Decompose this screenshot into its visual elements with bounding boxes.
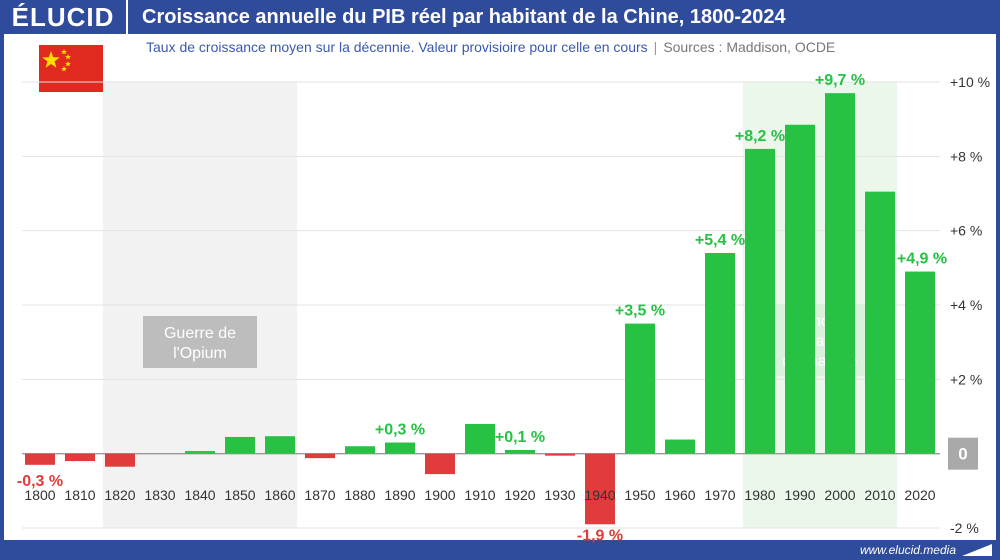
x-tick-label: 1960 <box>664 487 695 503</box>
footer-url[interactable]: www.elucid.media <box>859 543 956 557</box>
annotation-box <box>766 304 874 376</box>
y-tick-label: +2 % <box>950 371 982 387</box>
x-tick-label: 1900 <box>424 487 455 503</box>
bar-1910 <box>465 423 495 454</box>
annotation-box <box>143 316 257 368</box>
data-label-1950: +3,5 % <box>615 303 665 320</box>
zero-label-box <box>948 437 978 470</box>
chart-title: Croissance annuelle du PIB réel par habi… <box>142 5 786 28</box>
x-tick-label: 1810 <box>64 487 95 503</box>
bar-2000 <box>825 93 855 454</box>
x-tick-label: 1860 <box>264 487 295 503</box>
footer: www.elucid.media <box>0 540 1000 560</box>
x-tick-label: 1980 <box>744 487 775 503</box>
bar-1860 <box>265 436 295 454</box>
elucid-mark-icon <box>962 544 992 556</box>
data-label-1980: +8,2 % <box>735 128 785 145</box>
bar-1970 <box>705 252 735 454</box>
y-tick-label: +6 % <box>950 223 982 239</box>
x-tick-label: 1880 <box>344 487 375 503</box>
x-tick-label: 1920 <box>504 487 535 503</box>
x-tick-label: 1800 <box>24 487 55 503</box>
china-flag-stars <box>42 49 71 72</box>
x-tick-label: 1870 <box>304 487 335 503</box>
y-tick-label-zero: 0 <box>958 445 967 464</box>
bar-1930 <box>545 453 575 456</box>
data-label-1940: -1,9 % <box>577 527 623 544</box>
x-tick-label: 1910 <box>464 487 495 503</box>
bar-1960 <box>665 439 695 454</box>
elucid-logo[interactable]: ÉLUCID <box>0 0 128 34</box>
data-label-2020: +4,9 % <box>897 251 947 268</box>
x-tick-label: 2020 <box>904 487 935 503</box>
x-tick-label: 2010 <box>864 487 895 503</box>
bar-1890 <box>385 442 415 454</box>
x-tick-label: 1840 <box>184 487 215 503</box>
x-tick-label: 1970 <box>704 487 735 503</box>
china-flag-icon <box>39 45 103 92</box>
annotation-text: Guerre de <box>164 325 236 342</box>
bar-2020 <box>905 271 935 454</box>
data-label-1890: +0,3 % <box>375 422 425 439</box>
bar-1940 <box>585 453 615 525</box>
y-tick-label: +10 % <box>950 74 990 90</box>
bar-1840 <box>185 451 215 454</box>
data-label-1970: +5,4 % <box>695 232 745 249</box>
bar-1810 <box>65 453 95 462</box>
bar-1920 <box>505 449 535 454</box>
subtitle-separator: | <box>653 39 658 55</box>
bar-1800 <box>25 453 55 465</box>
data-label-2000: +9,7 % <box>815 72 865 89</box>
x-tick-label: 2000 <box>824 487 855 503</box>
subtitle-text: Taux de croissance moyen sur la décennie… <box>146 39 648 55</box>
x-tick-label: 1930 <box>544 487 575 503</box>
bar-1980 <box>745 148 775 454</box>
y-tick-label: +8 % <box>950 148 982 164</box>
x-tick-label: 1990 <box>784 487 815 503</box>
sources-text: Sources : Maddison, OCDE <box>663 39 836 55</box>
data-label-1920: +0,1 % <box>495 429 545 446</box>
bar-1990 <box>785 124 815 454</box>
x-tick-label: 1950 <box>624 487 655 503</box>
bar-1900 <box>425 453 455 475</box>
bar-1850 <box>225 436 255 454</box>
y-tick-label: +4 % <box>950 297 982 313</box>
x-tick-label: 1940 <box>584 487 615 503</box>
bar-1820 <box>105 453 135 467</box>
data-label-1800: -0,3 % <box>17 473 63 490</box>
annotation-text: l'Opium <box>173 345 227 362</box>
bar-1870 <box>305 453 335 459</box>
x-tick-label: 1830 <box>144 487 175 503</box>
x-tick-label: 1820 <box>104 487 135 503</box>
x-tick-label: 1890 <box>384 487 415 503</box>
y-tick-label: -2 % <box>950 520 979 536</box>
header: ÉLUCID Croissance annuelle du PIB réel p… <box>0 0 1000 34</box>
bar-1950 <box>625 323 655 454</box>
chart-subtitle: Taux de croissance moyen sur la décennie… <box>146 39 835 55</box>
annotation-war: Guerre de l'Opium <box>143 316 257 368</box>
bar-2010 <box>865 191 895 454</box>
x-tick-label: 1850 <box>224 487 255 503</box>
bar-1880 <box>345 446 375 454</box>
